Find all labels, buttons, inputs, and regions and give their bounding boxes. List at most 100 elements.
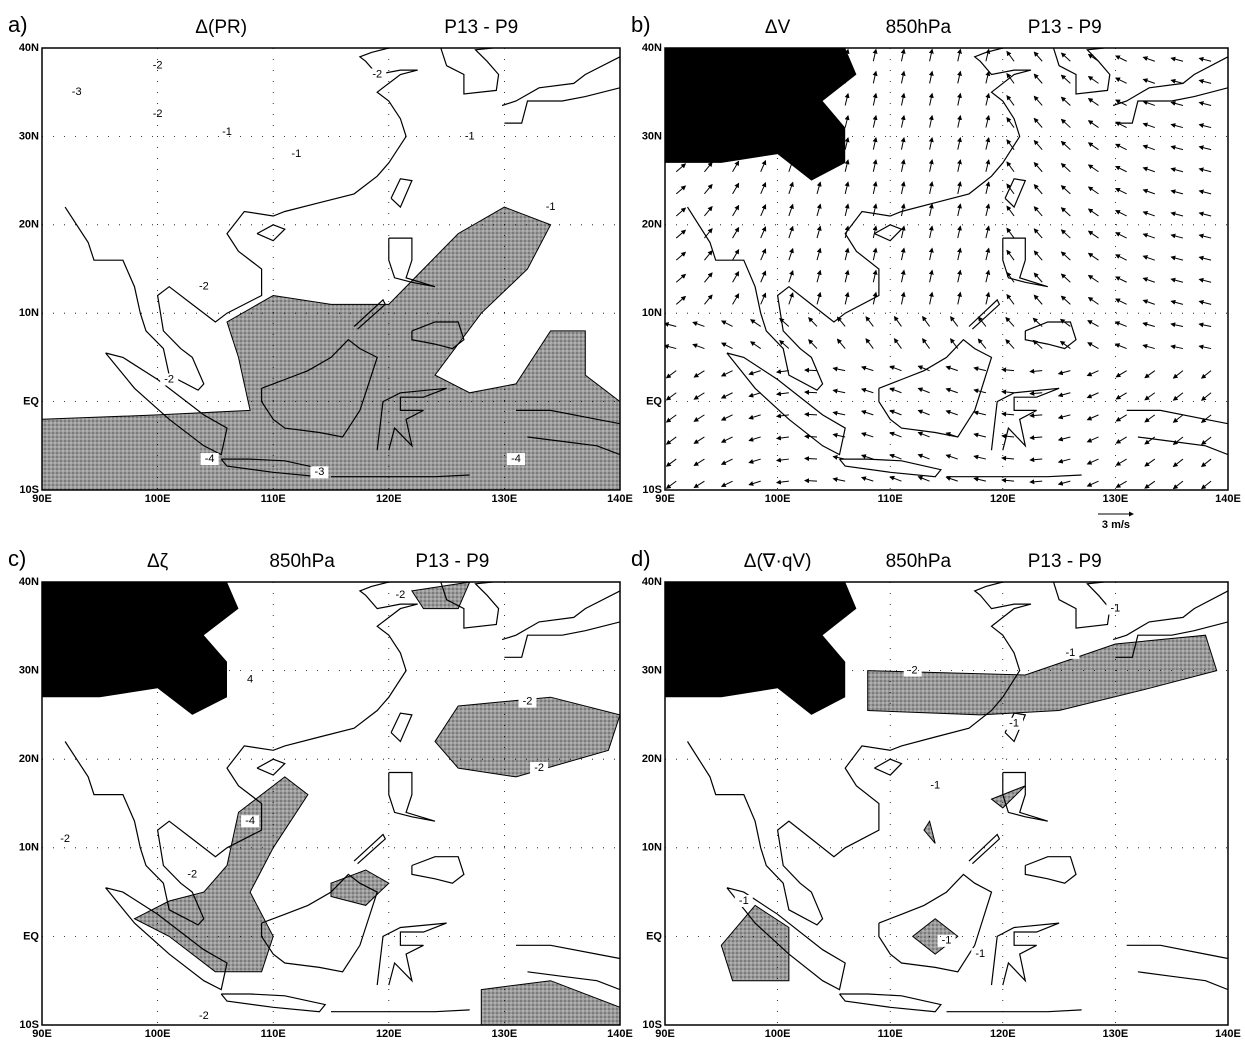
wind-vector (789, 271, 793, 282)
coastline (879, 340, 992, 437)
wind-vector (901, 138, 904, 150)
wind-vector (918, 388, 929, 392)
wind-vector (751, 342, 761, 349)
wind-vector (986, 293, 989, 305)
lat-tick-label: 20N (642, 219, 662, 231)
coastline (1138, 972, 1228, 990)
wind-vector (873, 94, 876, 106)
wind-vector (930, 182, 933, 194)
wind-vector (901, 204, 904, 216)
wind-vector (930, 72, 933, 84)
wind-vector (1143, 212, 1154, 216)
contour-label: -1 (942, 935, 952, 947)
wind-vector (1034, 52, 1042, 61)
wind-vector (873, 138, 876, 150)
wind-vector (901, 116, 904, 128)
coastline (257, 759, 285, 775)
contour-label: -3 (315, 466, 325, 478)
wind-vector (974, 478, 986, 481)
wind-vector (873, 160, 876, 172)
wind-vector (1145, 371, 1155, 378)
wind-vector (930, 271, 933, 283)
lon-tick-label: 120E (376, 1028, 402, 1040)
wind-vector (930, 204, 933, 216)
lon-tick-label: 100E (145, 493, 171, 505)
coastline (391, 179, 412, 207)
wind-vector (958, 116, 961, 128)
wind-vector (761, 183, 766, 194)
wind-vector (1030, 393, 1042, 394)
coastline (1054, 582, 1110, 628)
wind-vector (1116, 144, 1127, 149)
wind-vector (1034, 163, 1042, 172)
wind-vector (777, 393, 789, 394)
wind-vector (676, 186, 685, 194)
contour-label: -2 (523, 696, 533, 708)
coastline (412, 857, 464, 884)
wind-vector (1171, 80, 1183, 83)
wind-vector (918, 433, 929, 437)
wind-vector (761, 271, 766, 282)
wind-vector (817, 182, 820, 194)
wind-vector (1116, 371, 1126, 377)
wind-vector (809, 318, 817, 327)
wind-vector (1143, 345, 1155, 348)
contour-label: -2 (60, 833, 70, 845)
panel-letter: c) (8, 546, 26, 571)
coastline (389, 773, 435, 822)
wind-vector (873, 50, 876, 62)
wind-vector (978, 339, 986, 348)
wind-vector (1062, 164, 1071, 172)
wind-vector (694, 393, 704, 399)
wind-vector (890, 411, 901, 415)
coastline (502, 57, 620, 106)
lat-tick-label: 20N (642, 753, 662, 765)
panel-title: Δ(∇·qV) (744, 551, 812, 572)
wind-vector (1034, 207, 1042, 216)
wind-vector (958, 182, 961, 194)
wind-vector (1143, 190, 1154, 194)
wind-vector (777, 437, 789, 438)
wind-vector (958, 138, 961, 150)
wind-vector (1116, 481, 1126, 487)
shaded-region (412, 582, 470, 609)
wind-vector (1143, 168, 1154, 172)
wind-vector (722, 459, 733, 464)
wind-vector (1089, 298, 1099, 305)
coastline (504, 88, 620, 123)
wind-vector (1088, 481, 1099, 486)
coastline (354, 835, 385, 864)
wind-vector (704, 162, 712, 171)
wind-vector (1002, 392, 1014, 393)
shaded-region (135, 777, 308, 972)
panel-title: P13 - P9 (1028, 17, 1102, 38)
wind-vector (986, 50, 989, 62)
wind-vector (1199, 279, 1211, 282)
lat-tick-label: 10N (19, 842, 39, 854)
wind-vector (1143, 57, 1154, 61)
wind-vector (1174, 415, 1183, 422)
wind-vector (694, 437, 704, 443)
wind-vector (722, 343, 733, 348)
wind-vector (946, 367, 957, 371)
wind-vector (951, 317, 958, 327)
coastline (257, 225, 285, 241)
panel-title: Δζ (147, 551, 169, 572)
wind-vector (894, 339, 901, 349)
panel-title: 850hPa (886, 551, 952, 572)
lon-tick-label: 140E (1215, 1028, 1241, 1040)
wind-vector (780, 341, 789, 349)
wind-vector (733, 161, 739, 171)
wind-vector (833, 368, 845, 370)
contour-label: -4 (511, 453, 521, 465)
wind-vector (951, 339, 958, 349)
lon-tick-label: 140E (607, 493, 633, 505)
wind-vector (1059, 371, 1071, 374)
wind-vector (749, 393, 760, 397)
lat-tick-label: 20N (19, 753, 39, 765)
wind-vector (1034, 74, 1042, 83)
wind-vector (1116, 393, 1126, 399)
wind-vector (930, 160, 933, 172)
wind-vector (733, 250, 739, 260)
wind-vector (1088, 459, 1099, 464)
